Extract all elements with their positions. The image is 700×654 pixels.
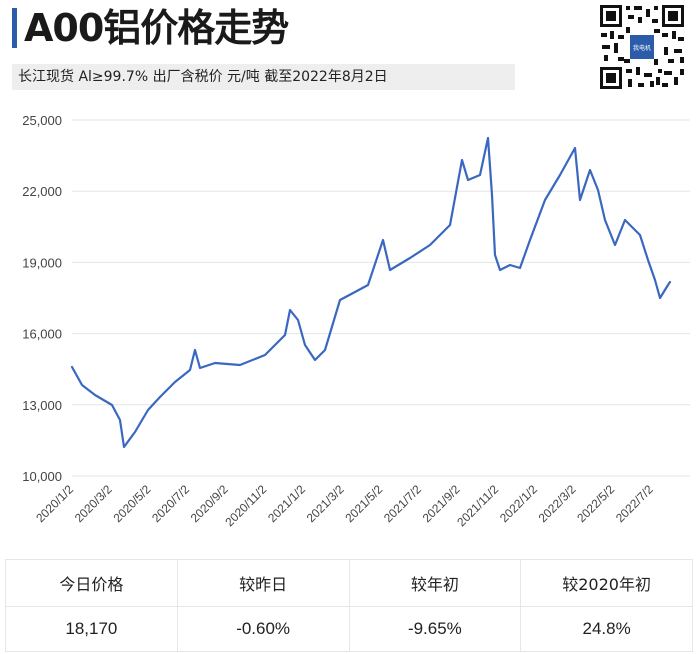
x-tick-label: 2021/3/2 bbox=[304, 482, 347, 525]
y-tick-label: 19,000 bbox=[22, 255, 62, 270]
x-tick-label: 2022/5/2 bbox=[574, 482, 617, 525]
x-tick-label: 2021/11/2 bbox=[454, 482, 501, 529]
x-tick-label: 2021/5/2 bbox=[342, 482, 385, 525]
x-tick-label: 2020/5/2 bbox=[110, 482, 153, 525]
y-tick-label: 22,000 bbox=[22, 184, 62, 199]
svg-text:我电机: 我电机 bbox=[633, 44, 651, 52]
y-tick-label: 16,000 bbox=[22, 327, 62, 342]
price-line-chart: 10,000 13,000 16,000 19,000 22,000 25,000 202… bbox=[22, 113, 690, 529]
stats-header-row: 今日价格 较昨日 较年初 较2020年初 bbox=[5, 559, 693, 607]
chart-subtitle: 长江现货 Al≥99.7% 出厂含税价 元/吨 截至2022年8月2日 bbox=[18, 69, 388, 85]
title-accent-bar bbox=[12, 8, 17, 48]
x-tick-label: 2021/7/2 bbox=[381, 482, 424, 525]
stats-table: 今日价格 较昨日 较年初 较2020年初 18,170 -0.60% -9.65… bbox=[5, 559, 693, 652]
stat-header-vs-2020-start: 较2020年初 bbox=[520, 559, 693, 607]
x-tick-label: 2022/7/2 bbox=[613, 482, 656, 525]
price-series-line bbox=[70, 136, 672, 449]
x-tick-label: 2021/1/2 bbox=[265, 482, 308, 525]
x-tick-label: 2022/1/2 bbox=[497, 482, 540, 525]
stat-value-today-price: 18,170 bbox=[5, 606, 178, 652]
y-axis-grid bbox=[72, 119, 690, 477]
x-tick-label: 2020/3/2 bbox=[72, 482, 115, 525]
qr-code-icon: 我电机 bbox=[598, 3, 686, 91]
x-axis-labels: 2020/1/22020/3/22020/5/22020/7/22020/9/2… bbox=[33, 482, 656, 529]
stat-value-vs-yesterday: -0.60% bbox=[176, 606, 350, 652]
stat-header-today-price: 今日价格 bbox=[5, 559, 178, 607]
y-tick-label: 10,000 bbox=[22, 469, 62, 484]
stat-header-vs-yesterday: 较昨日 bbox=[176, 559, 350, 607]
x-tick-label: 2020/7/2 bbox=[149, 482, 192, 525]
stat-header-vs-year-start: 较年初 bbox=[348, 559, 522, 607]
y-tick-label: 25,000 bbox=[22, 113, 62, 128]
x-tick-label: 2020/11/2 bbox=[222, 482, 269, 529]
x-tick-label: 2020/1/2 bbox=[33, 482, 76, 525]
x-tick-label: 2022/3/2 bbox=[536, 482, 579, 525]
stat-value-vs-2020-start: 24.8% bbox=[520, 606, 693, 652]
subtitle-background bbox=[12, 64, 515, 90]
y-tick-label: 13,000 bbox=[22, 398, 62, 413]
page-title: A00铝价格走势 bbox=[24, 6, 289, 50]
stats-value-row: 18,170 -0.60% -9.65% 24.8% bbox=[5, 606, 693, 652]
y-axis-labels: 10,000 13,000 16,000 19,000 22,000 25,000 bbox=[22, 113, 62, 484]
stat-value-vs-year-start: -9.65% bbox=[348, 606, 522, 652]
